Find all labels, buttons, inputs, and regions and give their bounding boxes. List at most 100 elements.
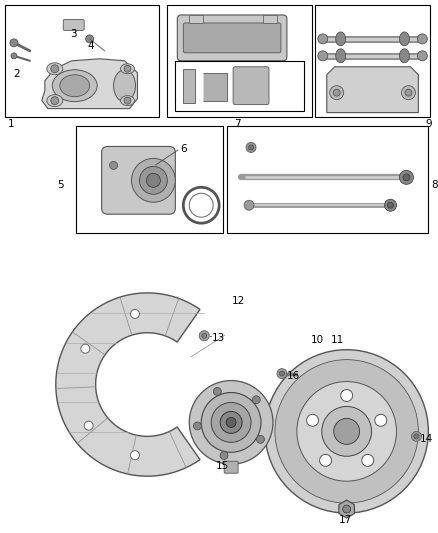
Polygon shape bbox=[42, 59, 138, 109]
Circle shape bbox=[244, 200, 254, 210]
Circle shape bbox=[220, 451, 228, 459]
Circle shape bbox=[213, 387, 221, 395]
Text: 3: 3 bbox=[70, 29, 76, 39]
Circle shape bbox=[51, 96, 59, 104]
Polygon shape bbox=[183, 69, 195, 103]
Circle shape bbox=[110, 161, 117, 169]
Bar bbox=[227, 126, 428, 233]
Circle shape bbox=[51, 65, 59, 72]
Bar bbox=[167, 5, 312, 117]
Ellipse shape bbox=[399, 32, 410, 46]
Circle shape bbox=[297, 382, 396, 481]
FancyBboxPatch shape bbox=[102, 147, 175, 214]
Text: 17: 17 bbox=[339, 515, 352, 525]
Circle shape bbox=[131, 310, 139, 318]
Polygon shape bbox=[339, 500, 354, 518]
Circle shape bbox=[199, 331, 209, 341]
FancyBboxPatch shape bbox=[224, 461, 238, 473]
Text: 6: 6 bbox=[180, 144, 187, 155]
Text: 12: 12 bbox=[232, 296, 245, 306]
Circle shape bbox=[333, 89, 340, 96]
Circle shape bbox=[189, 381, 273, 464]
Bar bbox=[315, 5, 431, 117]
Text: 5: 5 bbox=[57, 180, 64, 190]
Circle shape bbox=[226, 417, 236, 427]
Circle shape bbox=[124, 65, 131, 72]
Circle shape bbox=[375, 414, 387, 426]
Text: 14: 14 bbox=[420, 434, 433, 445]
Circle shape bbox=[318, 51, 328, 61]
Text: 1: 1 bbox=[8, 118, 14, 128]
Ellipse shape bbox=[336, 49, 346, 63]
Circle shape bbox=[334, 418, 360, 445]
Circle shape bbox=[81, 344, 90, 353]
Circle shape bbox=[343, 505, 351, 513]
Bar bbox=[76, 126, 223, 233]
Ellipse shape bbox=[52, 70, 97, 102]
Circle shape bbox=[277, 369, 287, 378]
Circle shape bbox=[246, 142, 256, 152]
Circle shape bbox=[10, 39, 18, 47]
Ellipse shape bbox=[47, 95, 63, 107]
Polygon shape bbox=[56, 293, 200, 476]
FancyBboxPatch shape bbox=[177, 15, 287, 61]
Circle shape bbox=[362, 455, 374, 466]
Text: 16: 16 bbox=[287, 370, 300, 381]
Circle shape bbox=[146, 173, 160, 187]
Circle shape bbox=[320, 455, 332, 466]
Circle shape bbox=[411, 431, 421, 441]
Circle shape bbox=[211, 402, 251, 442]
Circle shape bbox=[402, 86, 415, 100]
Circle shape bbox=[417, 34, 427, 44]
Ellipse shape bbox=[120, 64, 134, 74]
Circle shape bbox=[388, 202, 393, 208]
Circle shape bbox=[330, 86, 344, 100]
Circle shape bbox=[202, 333, 207, 338]
Circle shape bbox=[279, 371, 284, 376]
Text: 7: 7 bbox=[234, 118, 241, 128]
Circle shape bbox=[414, 434, 419, 439]
Circle shape bbox=[248, 145, 254, 150]
Circle shape bbox=[11, 53, 17, 59]
Circle shape bbox=[265, 350, 428, 513]
Circle shape bbox=[86, 35, 94, 43]
Circle shape bbox=[252, 395, 260, 403]
Circle shape bbox=[84, 421, 93, 430]
Ellipse shape bbox=[399, 49, 410, 63]
Circle shape bbox=[322, 407, 371, 456]
Text: 13: 13 bbox=[212, 333, 226, 343]
Circle shape bbox=[124, 97, 131, 104]
Text: 11: 11 bbox=[331, 335, 344, 345]
Circle shape bbox=[201, 392, 261, 453]
Ellipse shape bbox=[60, 75, 90, 96]
Circle shape bbox=[131, 158, 175, 202]
Ellipse shape bbox=[47, 63, 63, 75]
Circle shape bbox=[307, 414, 318, 426]
Circle shape bbox=[417, 51, 427, 61]
Text: 8: 8 bbox=[431, 180, 438, 190]
Circle shape bbox=[341, 390, 353, 401]
Text: 10: 10 bbox=[311, 335, 324, 345]
Circle shape bbox=[257, 435, 265, 443]
Bar bbox=[189, 15, 203, 23]
Text: 2: 2 bbox=[13, 69, 20, 79]
Circle shape bbox=[131, 451, 139, 459]
Circle shape bbox=[403, 174, 410, 181]
Circle shape bbox=[385, 199, 396, 211]
FancyBboxPatch shape bbox=[63, 19, 84, 30]
Circle shape bbox=[275, 360, 418, 503]
Ellipse shape bbox=[336, 32, 346, 46]
Circle shape bbox=[139, 166, 167, 194]
Text: 9: 9 bbox=[425, 118, 432, 128]
FancyBboxPatch shape bbox=[183, 23, 281, 53]
Ellipse shape bbox=[120, 95, 134, 106]
Circle shape bbox=[318, 34, 328, 44]
Circle shape bbox=[405, 89, 412, 96]
Circle shape bbox=[220, 411, 242, 433]
Text: 4: 4 bbox=[88, 41, 94, 51]
Circle shape bbox=[194, 422, 201, 430]
Bar bbox=[5, 5, 159, 117]
Polygon shape bbox=[327, 67, 418, 112]
Polygon shape bbox=[203, 72, 227, 101]
Circle shape bbox=[399, 171, 413, 184]
